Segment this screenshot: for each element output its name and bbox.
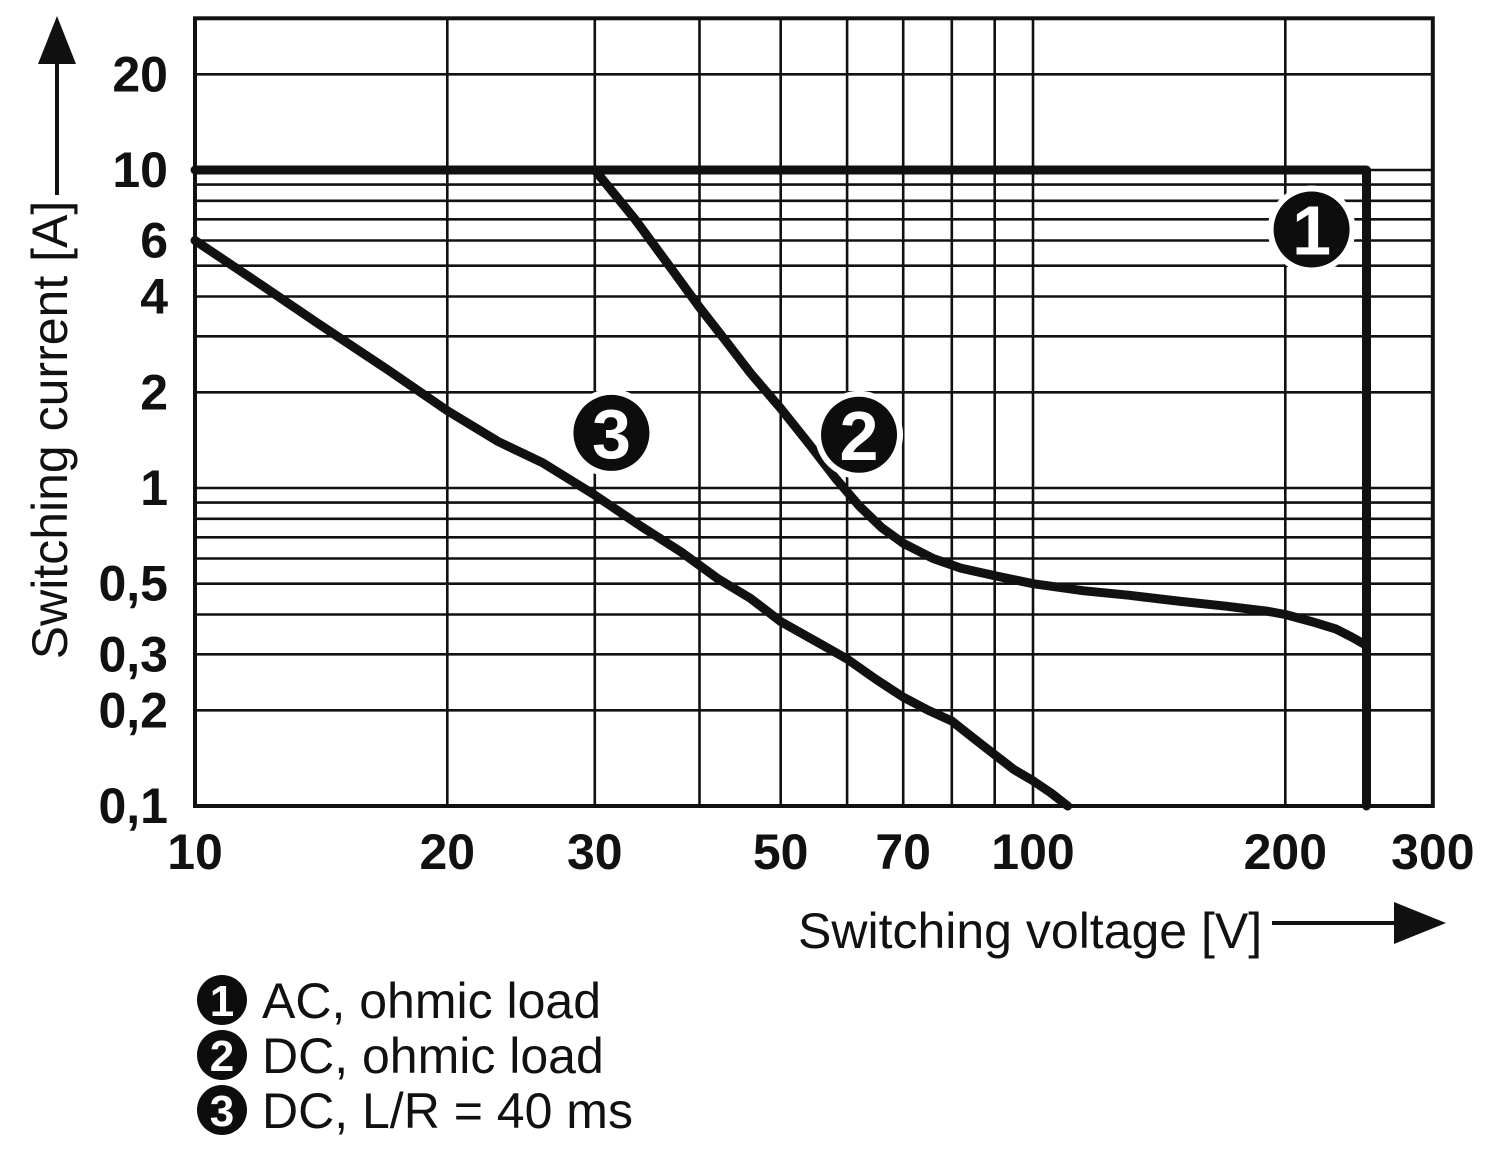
curve-marker-3: 3 <box>567 388 656 477</box>
x-tick-20: 20 <box>419 824 475 880</box>
curve-marker-2: 2 <box>815 390 904 479</box>
marker-number: 1 <box>1292 191 1331 269</box>
legend-item-label: AC, ohmic load <box>262 973 601 1029</box>
legend-item-3: 3 DC, L/R = 40 ms <box>197 1083 633 1139</box>
legend: 1 AC, ohmic load 2 DC, ohmic load 3 DC, L/R =… <box>197 973 633 1139</box>
curve-2 <box>590 165 1371 650</box>
x-tick-30: 30 <box>567 824 623 880</box>
series-curves <box>190 165 1371 811</box>
y-tick-0,2: 0,2 <box>98 682 168 738</box>
legend-item-label: DC, ohmic load <box>262 1028 604 1084</box>
y-tick-labels: 20 10 64 2 1 0,5 0,30,2 0,1 <box>98 46 168 834</box>
legend-item-label: DC, L/R = 40 ms <box>262 1083 633 1139</box>
legend-marker-circle <box>197 1085 247 1135</box>
y-tick-10: 10 <box>112 142 168 198</box>
x-tick-70: 70 <box>875 824 931 880</box>
y-tick-0,5: 0,5 <box>98 556 168 612</box>
marker-number: 2 <box>840 397 879 475</box>
legend-marker-number: 3 <box>210 1087 234 1136</box>
curve-marker-1: 1 <box>1267 185 1356 274</box>
legend-item-1: 1 AC, ohmic load <box>197 973 601 1029</box>
y-axis-arrow-icon <box>38 16 76 195</box>
curve-1 <box>190 165 1371 811</box>
marker-circle <box>573 394 650 471</box>
legend-marker-number: 1 <box>210 977 234 1026</box>
gridlines <box>195 18 1433 806</box>
y-tick-1: 1 <box>140 460 168 516</box>
plot-frame <box>193 16 1435 809</box>
legend-item-2: 2 DC, ohmic load <box>197 1028 604 1084</box>
x-axis-title: Switching voltage [V] <box>798 903 1262 959</box>
y-axis-title: Switching current [A] <box>22 201 78 660</box>
y-tick-2: 2 <box>140 364 168 420</box>
x-tick-100: 100 <box>991 824 1074 880</box>
marker-number: 3 <box>592 395 631 473</box>
x-tick-labels: 10 20 30 50 70 100 200 300 <box>167 824 1474 880</box>
y-tick-4: 4 <box>140 269 168 325</box>
y-tick-6: 6 <box>140 213 168 269</box>
curve-3 <box>190 236 1073 811</box>
marker-circle <box>1273 191 1350 268</box>
x-tick-50: 50 <box>753 824 809 880</box>
y-tick-0,3: 0,3 <box>98 626 168 682</box>
x-tick-300: 300 <box>1391 824 1474 880</box>
legend-marker-circle <box>197 975 247 1025</box>
legend-marker-circle <box>197 1030 247 1080</box>
curve-markers: 1 2 3 <box>567 185 1356 479</box>
y-tick-20: 20 <box>112 46 168 102</box>
legend-marker-number: 2 <box>210 1032 234 1081</box>
x-tick-10: 10 <box>167 824 223 880</box>
x-axis-arrow-icon <box>1272 902 1446 944</box>
x-tick-200: 200 <box>1244 824 1327 880</box>
marker-circle <box>821 396 898 473</box>
y-tick-0,1: 0,1 <box>98 778 168 834</box>
